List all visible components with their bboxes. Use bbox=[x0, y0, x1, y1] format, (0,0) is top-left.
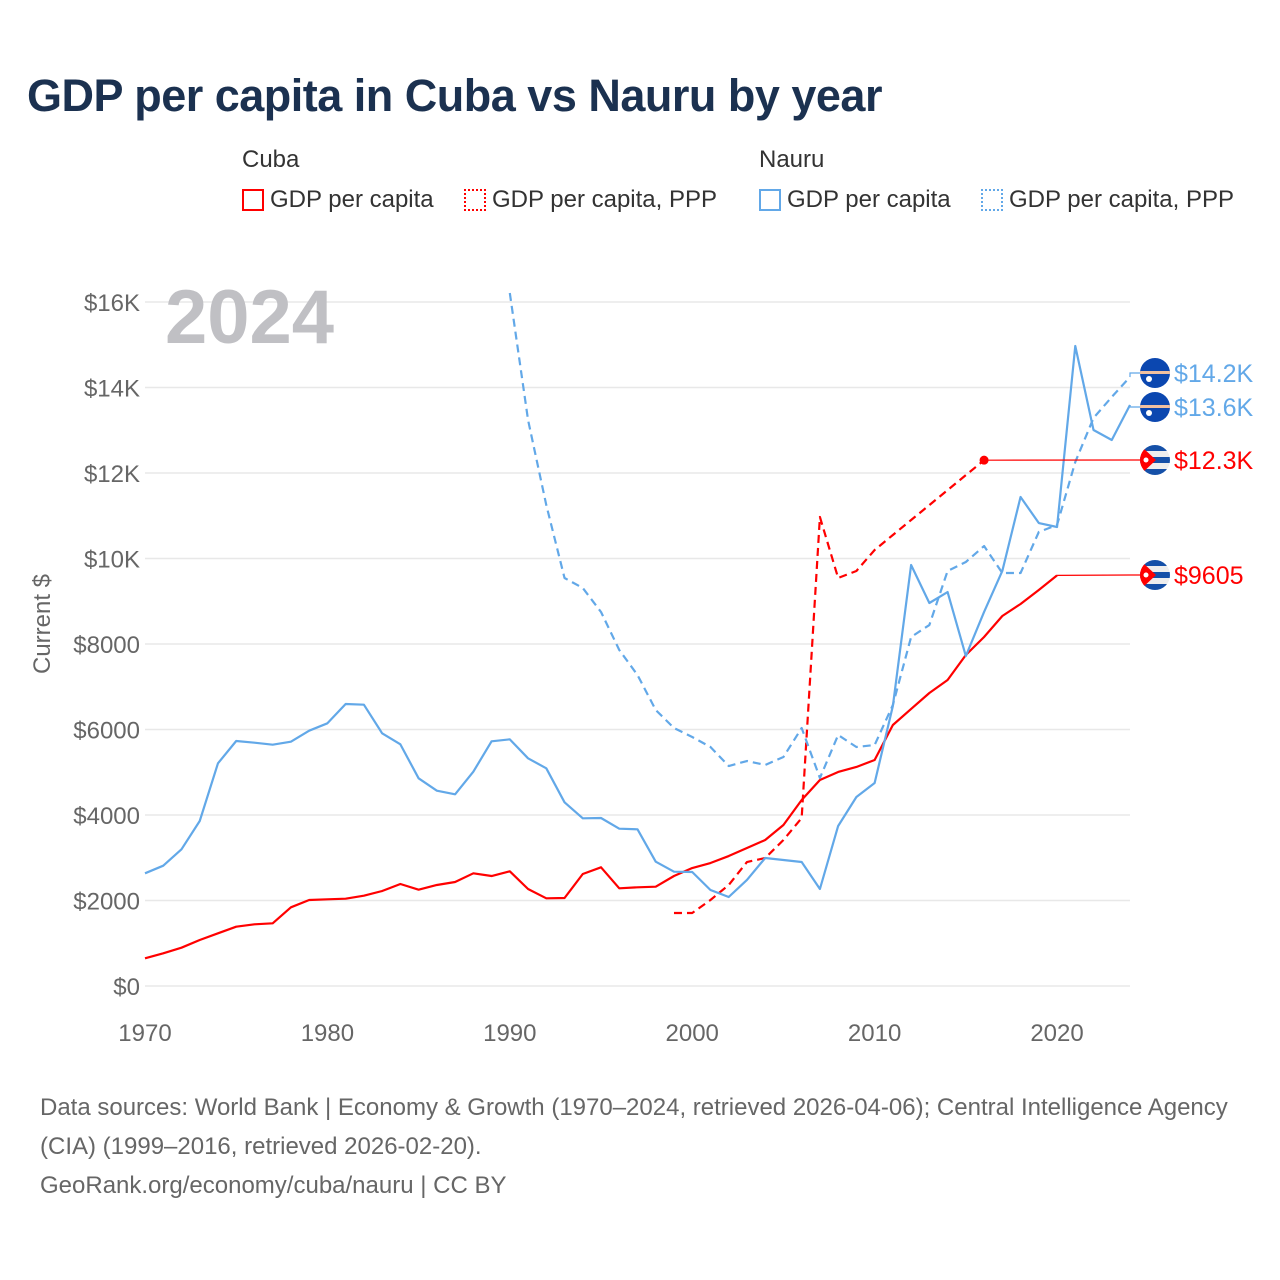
legend-group-nauru: Nauru bbox=[759, 146, 825, 173]
legend-label: GDP per capita, PPP bbox=[1009, 186, 1234, 213]
chart-title: GDP per capita in Cuba vs Nauru by year bbox=[27, 70, 882, 121]
source-link[interactable]: GeoRank.org/economy/cuba/nauru | CC BY bbox=[40, 1172, 507, 1199]
year-watermark: 2024 bbox=[165, 275, 334, 360]
legend-nauru-gdp[interactable]: GDP per capita bbox=[759, 186, 951, 214]
x-tick-label: 1980 bbox=[301, 1020, 354, 1047]
nauru-flag-icon bbox=[1140, 392, 1170, 422]
series-end-label: $9605 bbox=[1174, 562, 1244, 590]
legend-swatch-dotted-blue bbox=[981, 189, 1003, 211]
y-tick-label: $10K bbox=[84, 547, 140, 574]
x-tick-label: 1970 bbox=[118, 1020, 171, 1047]
cuba-flag-icon bbox=[1140, 560, 1170, 590]
legend-swatch-solid-blue bbox=[759, 189, 781, 211]
data-sources: Data sources: World Bank | Economy & Gro… bbox=[40, 1094, 1228, 1160]
x-tick-label: 2010 bbox=[848, 1020, 901, 1047]
x-tick-label: 2020 bbox=[1030, 1020, 1083, 1047]
line-chart: $0 $2000 $4000 $6000 $8000 $10K $12K $14K $16K 19… bbox=[29, 275, 1254, 1047]
y-tick-label: $8000 bbox=[73, 632, 140, 659]
y-tick-label: $12K bbox=[84, 461, 140, 488]
y-tick-label: $16K bbox=[84, 290, 140, 317]
legend-cuba-ppp[interactable]: GDP per capita, PPP bbox=[464, 186, 717, 214]
legend-swatch-dotted-red bbox=[464, 189, 486, 211]
y-axis-label: Current $ bbox=[29, 574, 56, 674]
legend-label: GDP per capita bbox=[270, 186, 434, 213]
nauru-ppp-line bbox=[508, 292, 1131, 780]
x-tick-label: 1990 bbox=[483, 1020, 536, 1047]
legend-label: GDP per capita bbox=[787, 186, 951, 213]
legend-cuba-gdp[interactable]: GDP per capita bbox=[242, 186, 434, 214]
cuba-ppp-line bbox=[673, 459, 985, 915]
legend-group-cuba: Cuba bbox=[242, 146, 300, 173]
series-end-label: $12.3K bbox=[1174, 447, 1254, 475]
series-end-label: $13.6K bbox=[1174, 394, 1254, 422]
cuba-gdp-line bbox=[144, 574, 1058, 960]
y-tick-label: $4000 bbox=[73, 803, 140, 830]
nauru-gdp-line bbox=[144, 344, 1131, 899]
legend-swatch-solid-red bbox=[242, 189, 264, 211]
x-tick-label: 2000 bbox=[666, 1020, 719, 1047]
y-tick-label: $2000 bbox=[73, 889, 140, 916]
y-tick-label: $14K bbox=[84, 376, 140, 403]
cuba-flag-icon bbox=[1140, 445, 1170, 475]
legend-label: GDP per capita, PPP bbox=[492, 186, 717, 213]
y-tick-label: $0 bbox=[113, 974, 140, 1001]
nauru-flag-icon bbox=[1140, 358, 1170, 388]
legend-nauru-ppp[interactable]: GDP per capita, PPP bbox=[981, 186, 1234, 214]
y-tick-label: $6000 bbox=[73, 718, 140, 745]
series-end-label: $14.2K bbox=[1174, 360, 1254, 388]
footer: Data sources: World Bank | Economy & Gro… bbox=[40, 1088, 1250, 1205]
